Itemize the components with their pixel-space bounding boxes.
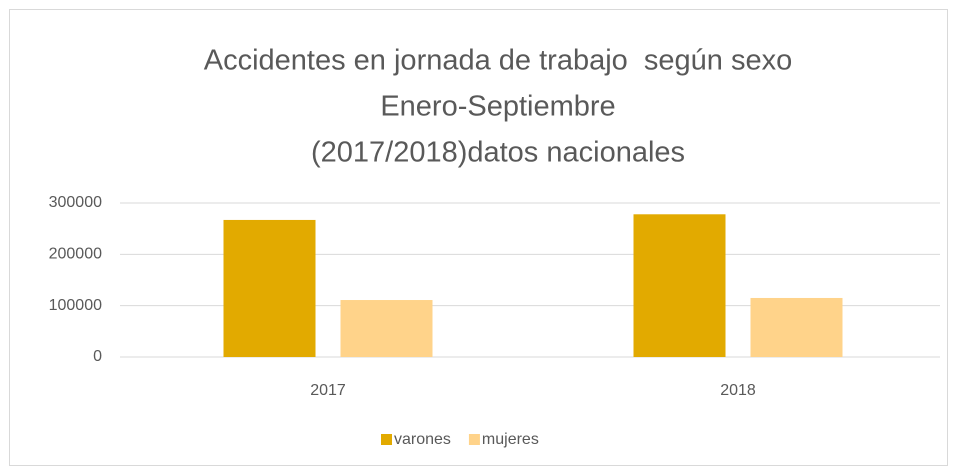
- bar: [750, 297, 843, 357]
- bar: [223, 219, 316, 357]
- x-tick-label: 2017: [310, 382, 346, 399]
- legend-label: mujeres: [482, 431, 539, 448]
- y-tick-label: 0: [93, 348, 102, 365]
- y-tick-label: 300000: [49, 194, 102, 211]
- x-tick-label: 2018: [720, 382, 756, 399]
- y-tick-label: 200000: [49, 246, 102, 263]
- y-tick-label: 100000: [49, 297, 102, 314]
- bar: [633, 214, 726, 357]
- chart-title: (2017/2018)datos nacionales: [311, 137, 685, 169]
- chart-title: Enero-Septiembre: [380, 91, 615, 123]
- bar: [340, 300, 433, 357]
- legend-label: varones: [394, 431, 451, 448]
- chart-title: Accidentes en jornada de trabajo según s…: [204, 45, 792, 77]
- legend-swatch: [468, 434, 480, 445]
- chart-border: [9, 9, 948, 466]
- legend-swatch: [381, 434, 392, 445]
